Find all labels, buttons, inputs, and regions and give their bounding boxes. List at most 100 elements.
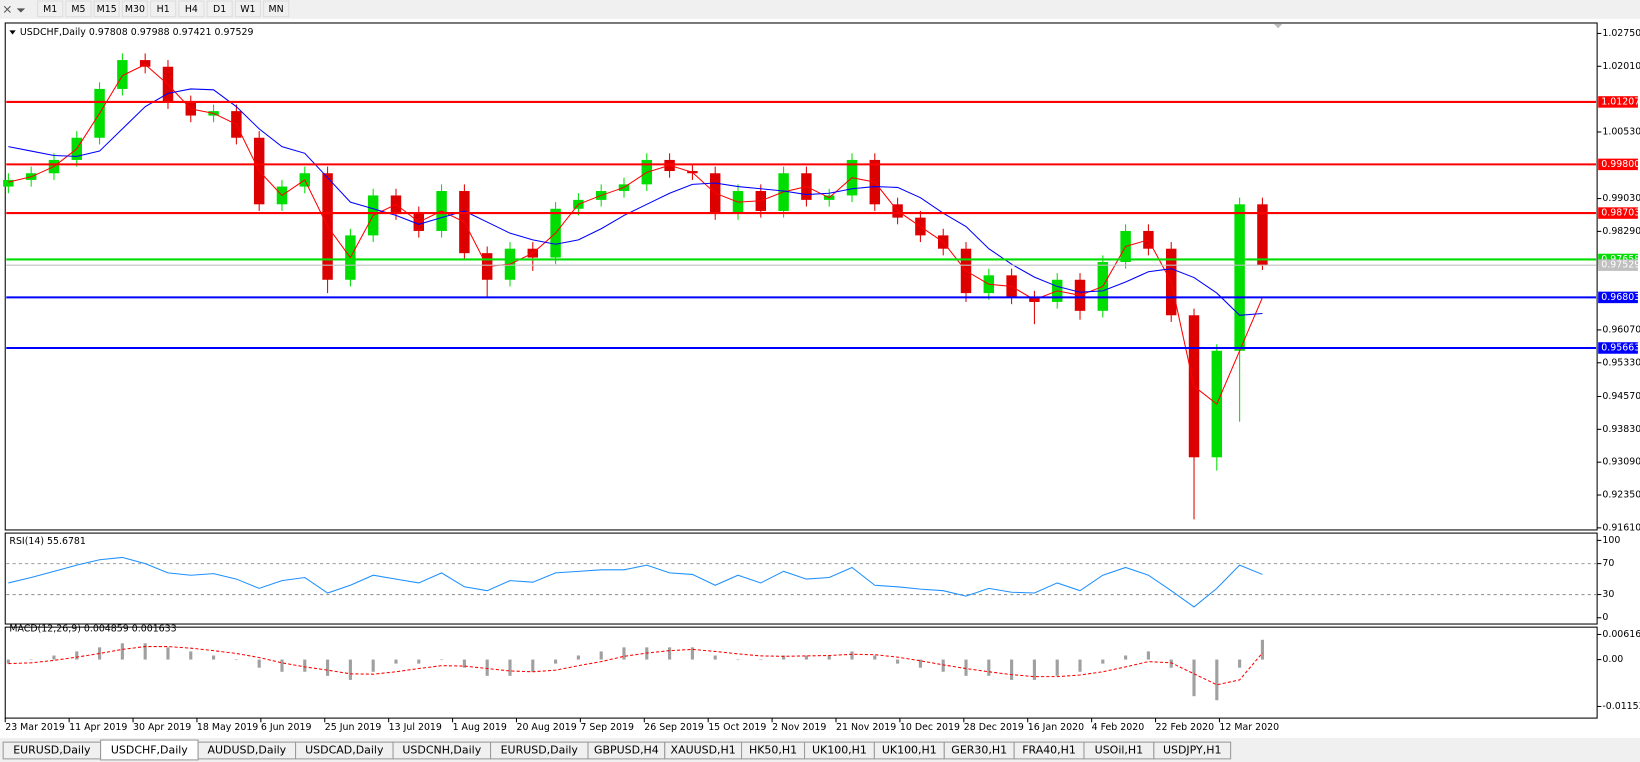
- macd-frame: [4, 626, 1598, 719]
- y-tick-label: 0.98290: [1602, 226, 1640, 237]
- y-tick-label: 0.96070: [1602, 324, 1640, 335]
- timeframe-button[interactable]: [234, 0, 261, 18]
- macd-bar: [6, 659, 10, 664]
- x-tick-label: 20 Aug 2019: [516, 722, 576, 733]
- timeframe-button[interactable]: [93, 0, 120, 18]
- timeframe-label[interactable]: M1: [43, 4, 57, 15]
- chart-tab-label[interactable]: EURUSD,Daily: [501, 744, 579, 757]
- macd-bar: [75, 651, 79, 660]
- chart-tab-label[interactable]: AUDUSD,Daily: [207, 744, 286, 757]
- macd-bar: [485, 659, 489, 676]
- macd-bar: [554, 659, 558, 664]
- macd-bar: [234, 659, 238, 661]
- chart-tab[interactable]: [1153, 741, 1232, 760]
- horizontal-level-label: 0.95663: [1601, 342, 1640, 353]
- rsi-frame: [4, 532, 1598, 625]
- timeframe-label[interactable]: H4: [185, 4, 198, 15]
- timeframe-label[interactable]: M5: [71, 4, 85, 15]
- timeframe-label[interactable]: W1: [240, 4, 255, 15]
- y-tick-label: 0.91610: [1602, 522, 1640, 533]
- macd-bar: [417, 659, 421, 664]
- timeframe-label[interactable]: M30: [125, 4, 145, 15]
- timeframe-label[interactable]: MN: [269, 4, 284, 15]
- chart-tab-label[interactable]: GER30,H1: [951, 744, 1007, 757]
- x-tick-label: 18 May 2019: [197, 722, 258, 733]
- chart-tab-label[interactable]: XAUUSD,H1: [671, 744, 736, 757]
- chart-tab-label[interactable]: USDCNH,Daily: [402, 744, 481, 757]
- horizontal-level-label: 1.01207: [1601, 96, 1640, 107]
- macd-bar: [850, 651, 854, 660]
- horizontal-level-tag: [1598, 291, 1638, 304]
- macd-bar: [348, 659, 352, 680]
- chart-tab-label[interactable]: HK50,H1: [749, 744, 797, 757]
- y-tick-label: 0.92350: [1602, 490, 1640, 501]
- macd-bar: [1010, 659, 1014, 680]
- macd-bar: [964, 659, 968, 676]
- x-tick-label: 7 Sep 2019: [580, 722, 634, 733]
- chart-tab-label[interactable]: USDCHF,Daily: [111, 744, 188, 757]
- chart-tab-label[interactable]: USOil,H1: [1095, 744, 1143, 757]
- macd-bar: [29, 659, 33, 661]
- macd-bar: [941, 659, 945, 672]
- macd-bar: [1260, 639, 1264, 660]
- timeframe-button[interactable]: [150, 0, 177, 18]
- macd-bar: [1146, 651, 1150, 660]
- x-tick-label: 11 Apr 2019: [69, 722, 127, 733]
- timeframe-label[interactable]: H1: [157, 4, 170, 15]
- toolbar: [0, 0, 1640, 19]
- indicator-line: [8, 63, 1263, 405]
- toolbar-dropdown: [16, 8, 26, 13]
- indicator-line: [8, 646, 1263, 686]
- timeframe-button[interactable]: [121, 0, 148, 18]
- bid-line-label: 0.97529: [1601, 260, 1640, 271]
- y-tick-label: 1.02010: [1602, 61, 1640, 72]
- macd-bar: [896, 659, 900, 664]
- bid-line-tag: [1598, 259, 1638, 271]
- macd-bar: [873, 655, 877, 660]
- macd-bar: [52, 655, 56, 660]
- macd-bar: [371, 659, 375, 672]
- timeframe-button[interactable]: [37, 0, 64, 18]
- chart-tab-label[interactable]: GBPUSD,H4: [594, 744, 659, 757]
- timeframe-label[interactable]: M15: [97, 4, 117, 15]
- y-tick-label: 30: [1602, 589, 1614, 600]
- macd-bar: [987, 659, 991, 676]
- macd-bar: [143, 643, 147, 660]
- macd-bar: [827, 655, 831, 660]
- panel-title: RSI(14) 55.6781: [9, 536, 86, 547]
- macd-bar: [394, 659, 398, 664]
- chart-tab-label[interactable]: FRA40,H1: [1022, 744, 1076, 757]
- y-tick-label: 1.00530: [1602, 126, 1640, 137]
- chart-tab-label[interactable]: UK100,H1: [882, 744, 937, 757]
- x-tick-label: 22 Feb 2020: [1156, 722, 1215, 733]
- timeframe-button[interactable]: [206, 0, 233, 18]
- timeframe-button[interactable]: [263, 0, 290, 18]
- macd-bar: [189, 651, 193, 660]
- chart-tab-label[interactable]: USDCAD,Daily: [305, 744, 384, 757]
- indicator-line: [8, 88, 1263, 316]
- indicator-line: [8, 556, 1263, 608]
- x-tick-label: 16 Jan 2020: [1028, 722, 1084, 733]
- panel-title: USDCHF,Daily 0.97808 0.97988 0.97421 0.9…: [20, 27, 254, 38]
- macd-bar: [303, 659, 307, 672]
- macd-bar: [440, 659, 444, 661]
- x-tick-label: 12 Mar 2020: [1219, 722, 1279, 733]
- x-tick-label: 30 Apr 2019: [133, 722, 191, 733]
- timeframe-button[interactable]: [65, 0, 92, 18]
- y-tick-label: 0.99030: [1602, 193, 1640, 204]
- macd-bar: [713, 655, 717, 660]
- horizontal-level-tag: [1598, 342, 1638, 354]
- timeframe-label[interactable]: D1: [213, 4, 226, 15]
- chart-tab-label[interactable]: EURUSD,Daily: [13, 744, 91, 757]
- candle-body: [1234, 204, 1245, 351]
- chart-tab-label[interactable]: USDJPY,H1: [1163, 744, 1221, 757]
- x-tick-label: 4 Feb 2020: [1092, 722, 1145, 733]
- macd-bar: [212, 655, 216, 660]
- macd-bar: [120, 643, 124, 660]
- horizontal-level-label: 0.98703: [1601, 208, 1640, 219]
- main-frame: [4, 22, 1598, 531]
- timeframe-button[interactable]: [178, 0, 205, 18]
- chart-tab-label[interactable]: UK100,H1: [812, 744, 867, 757]
- x-tick-label: 13 Jul 2019: [389, 722, 442, 733]
